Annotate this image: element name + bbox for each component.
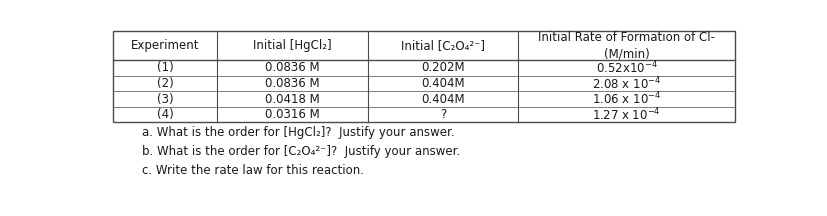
Text: Initial [C₂O₄²⁻]: Initial [C₂O₄²⁻]	[401, 39, 485, 52]
Text: 2.08 x 10$^{-4}$: 2.08 x 10$^{-4}$	[592, 75, 662, 92]
Text: a. What is the order for [HgCl₂]?  Justify your answer.: a. What is the order for [HgCl₂]? Justif…	[142, 126, 455, 139]
Text: 1.06 x 10$^{-4}$: 1.06 x 10$^{-4}$	[592, 91, 662, 107]
Text: 0.404M: 0.404M	[421, 77, 465, 90]
Text: b. What is the order for [C₂O₄²⁻]?  Justify your answer.: b. What is the order for [C₂O₄²⁻]? Justi…	[142, 145, 460, 158]
Bar	[113, 31, 734, 122]
Text: Experiment: Experiment	[131, 39, 199, 52]
Text: 0.0418 M: 0.0418 M	[265, 93, 320, 106]
Text: Initial [HgCl₂]: Initial [HgCl₂]	[253, 39, 332, 52]
Text: 1.27 x 10$^{-4}$: 1.27 x 10$^{-4}$	[592, 106, 661, 123]
Text: c. Write the rate law for this reaction.: c. Write the rate law for this reaction.	[142, 164, 364, 177]
Text: 0.0836 M: 0.0836 M	[265, 77, 320, 90]
Text: 0.52x10$^{-4}$: 0.52x10$^{-4}$	[595, 60, 657, 76]
Text: (4): (4)	[157, 108, 174, 121]
Text: 0.202M: 0.202M	[421, 62, 465, 75]
Text: 0.404M: 0.404M	[421, 93, 465, 106]
Text: ?: ?	[440, 108, 447, 121]
Text: (2): (2)	[157, 77, 174, 90]
Text: (1): (1)	[157, 62, 174, 75]
Text: Initial Rate of Formation of Cl-
(M/min): Initial Rate of Formation of Cl- (M/min)	[538, 31, 715, 60]
Text: 0.0316 M: 0.0316 M	[265, 108, 320, 121]
Text: 0.0836 M: 0.0836 M	[265, 62, 320, 75]
Text: (3): (3)	[157, 93, 174, 106]
